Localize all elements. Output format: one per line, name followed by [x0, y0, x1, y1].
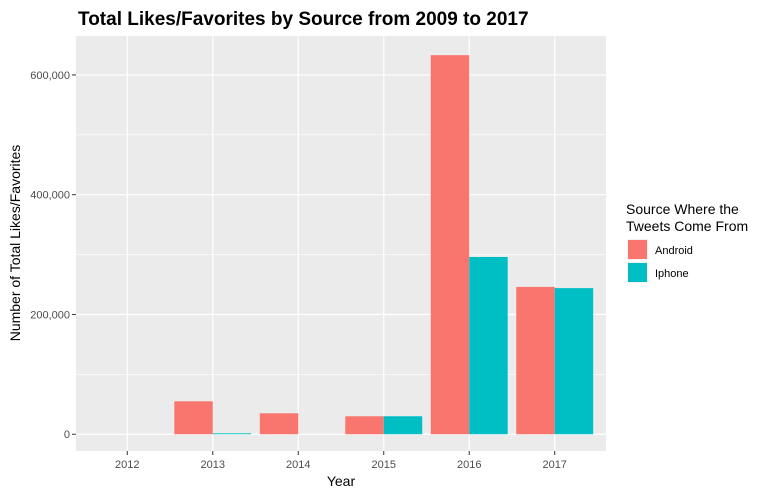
- legend-items: Android Iphone: [627, 239, 693, 283]
- legend: Source Where the Tweets Come From Androi…: [626, 201, 748, 283]
- bar-iphone-2016: [469, 256, 508, 435]
- chart-title: Total Likes/Favorites by Source from 200…: [78, 9, 529, 30]
- x-axis-ticks: 2012 2013 2014 2015 2016 2017: [115, 451, 567, 471]
- x-tick-label: 2013: [201, 459, 225, 471]
- bar-iphone-2017: [554, 288, 594, 435]
- x-axis-label: Year: [327, 473, 356, 489]
- y-axis-label: Number of Total Likes/Favorites: [7, 145, 23, 342]
- major-gridlines: [76, 36, 606, 451]
- legend-swatch-android: [628, 240, 647, 259]
- bar-android-2014: [259, 413, 299, 435]
- legend-swatch-iphone: [628, 263, 647, 282]
- x-tick-label: 2017: [542, 459, 566, 471]
- y-axis-ticks: 0 200,000 400,000 600,000: [30, 70, 76, 441]
- legend-label-android: Android: [655, 245, 693, 257]
- bar-android-2013: [174, 401, 213, 435]
- y-tick-label: 0: [64, 429, 70, 441]
- legend-title-line-2: Tweets Come From: [626, 218, 748, 234]
- x-tick-label: 2014: [286, 459, 310, 471]
- y-tick-label: 200,000: [30, 309, 70, 321]
- legend-label-iphone: Iphone: [655, 268, 689, 280]
- bar-android-2017: [516, 286, 555, 435]
- x-tick-label: 2015: [371, 459, 395, 471]
- bars: [174, 55, 594, 435]
- legend-title-line-1: Source Where the: [626, 201, 739, 217]
- bar-android-2015: [345, 416, 384, 435]
- x-tick-label: 2012: [115, 459, 139, 471]
- bar-android-2016: [430, 55, 470, 435]
- bar-iphone-2015: [383, 416, 423, 435]
- y-tick-label: 400,000: [30, 190, 70, 202]
- y-tick-label: 600,000: [30, 70, 70, 82]
- bar-iphone-2013: [212, 433, 252, 435]
- x-tick-label: 2016: [457, 459, 481, 471]
